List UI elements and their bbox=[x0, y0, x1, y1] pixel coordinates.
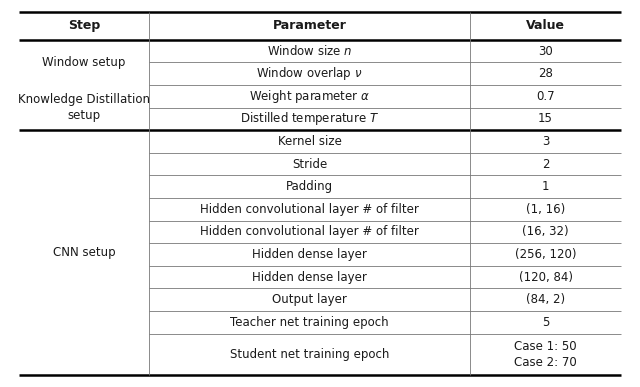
Text: Hidden dense layer: Hidden dense layer bbox=[252, 271, 367, 284]
Text: Case 1: 50
Case 2: 70: Case 1: 50 Case 2: 70 bbox=[514, 340, 577, 369]
Text: Student net training epoch: Student net training epoch bbox=[230, 348, 389, 361]
Text: Window size $n$: Window size $n$ bbox=[267, 44, 352, 58]
Text: Teacher net training epoch: Teacher net training epoch bbox=[230, 316, 388, 329]
Text: Stride: Stride bbox=[292, 158, 327, 171]
Text: Window overlap $\nu$: Window overlap $\nu$ bbox=[256, 65, 363, 82]
Text: Value: Value bbox=[526, 19, 565, 32]
Text: Window setup: Window setup bbox=[42, 56, 125, 69]
Text: 2: 2 bbox=[542, 158, 549, 171]
Text: 28: 28 bbox=[538, 67, 553, 80]
Text: (84, 2): (84, 2) bbox=[526, 293, 565, 306]
Text: (1, 16): (1, 16) bbox=[526, 203, 565, 216]
Text: Step: Step bbox=[68, 19, 100, 32]
Text: CNN setup: CNN setup bbox=[52, 246, 115, 259]
Text: 5: 5 bbox=[542, 316, 549, 329]
Text: Padding: Padding bbox=[286, 180, 333, 193]
Text: Hidden dense layer: Hidden dense layer bbox=[252, 248, 367, 261]
Text: 1: 1 bbox=[542, 180, 549, 193]
Text: 15: 15 bbox=[538, 113, 553, 125]
Text: 3: 3 bbox=[542, 135, 549, 148]
Text: Output layer: Output layer bbox=[272, 293, 347, 306]
Text: (256, 120): (256, 120) bbox=[515, 248, 577, 261]
Text: (120, 84): (120, 84) bbox=[518, 271, 573, 284]
Text: Knowledge Distillation
setup: Knowledge Distillation setup bbox=[18, 93, 150, 122]
Text: Hidden convolutional layer # of filter: Hidden convolutional layer # of filter bbox=[200, 203, 419, 216]
Text: Hidden convolutional layer # of filter: Hidden convolutional layer # of filter bbox=[200, 225, 419, 238]
Text: 0.7: 0.7 bbox=[536, 90, 555, 103]
Text: Distilled temperature $T$: Distilled temperature $T$ bbox=[240, 110, 379, 127]
Text: Weight parameter $\alpha$: Weight parameter $\alpha$ bbox=[249, 88, 370, 105]
Text: Parameter: Parameter bbox=[273, 19, 346, 32]
Text: 30: 30 bbox=[538, 45, 553, 58]
Text: Kernel size: Kernel size bbox=[278, 135, 341, 148]
Text: (16, 32): (16, 32) bbox=[522, 225, 569, 238]
